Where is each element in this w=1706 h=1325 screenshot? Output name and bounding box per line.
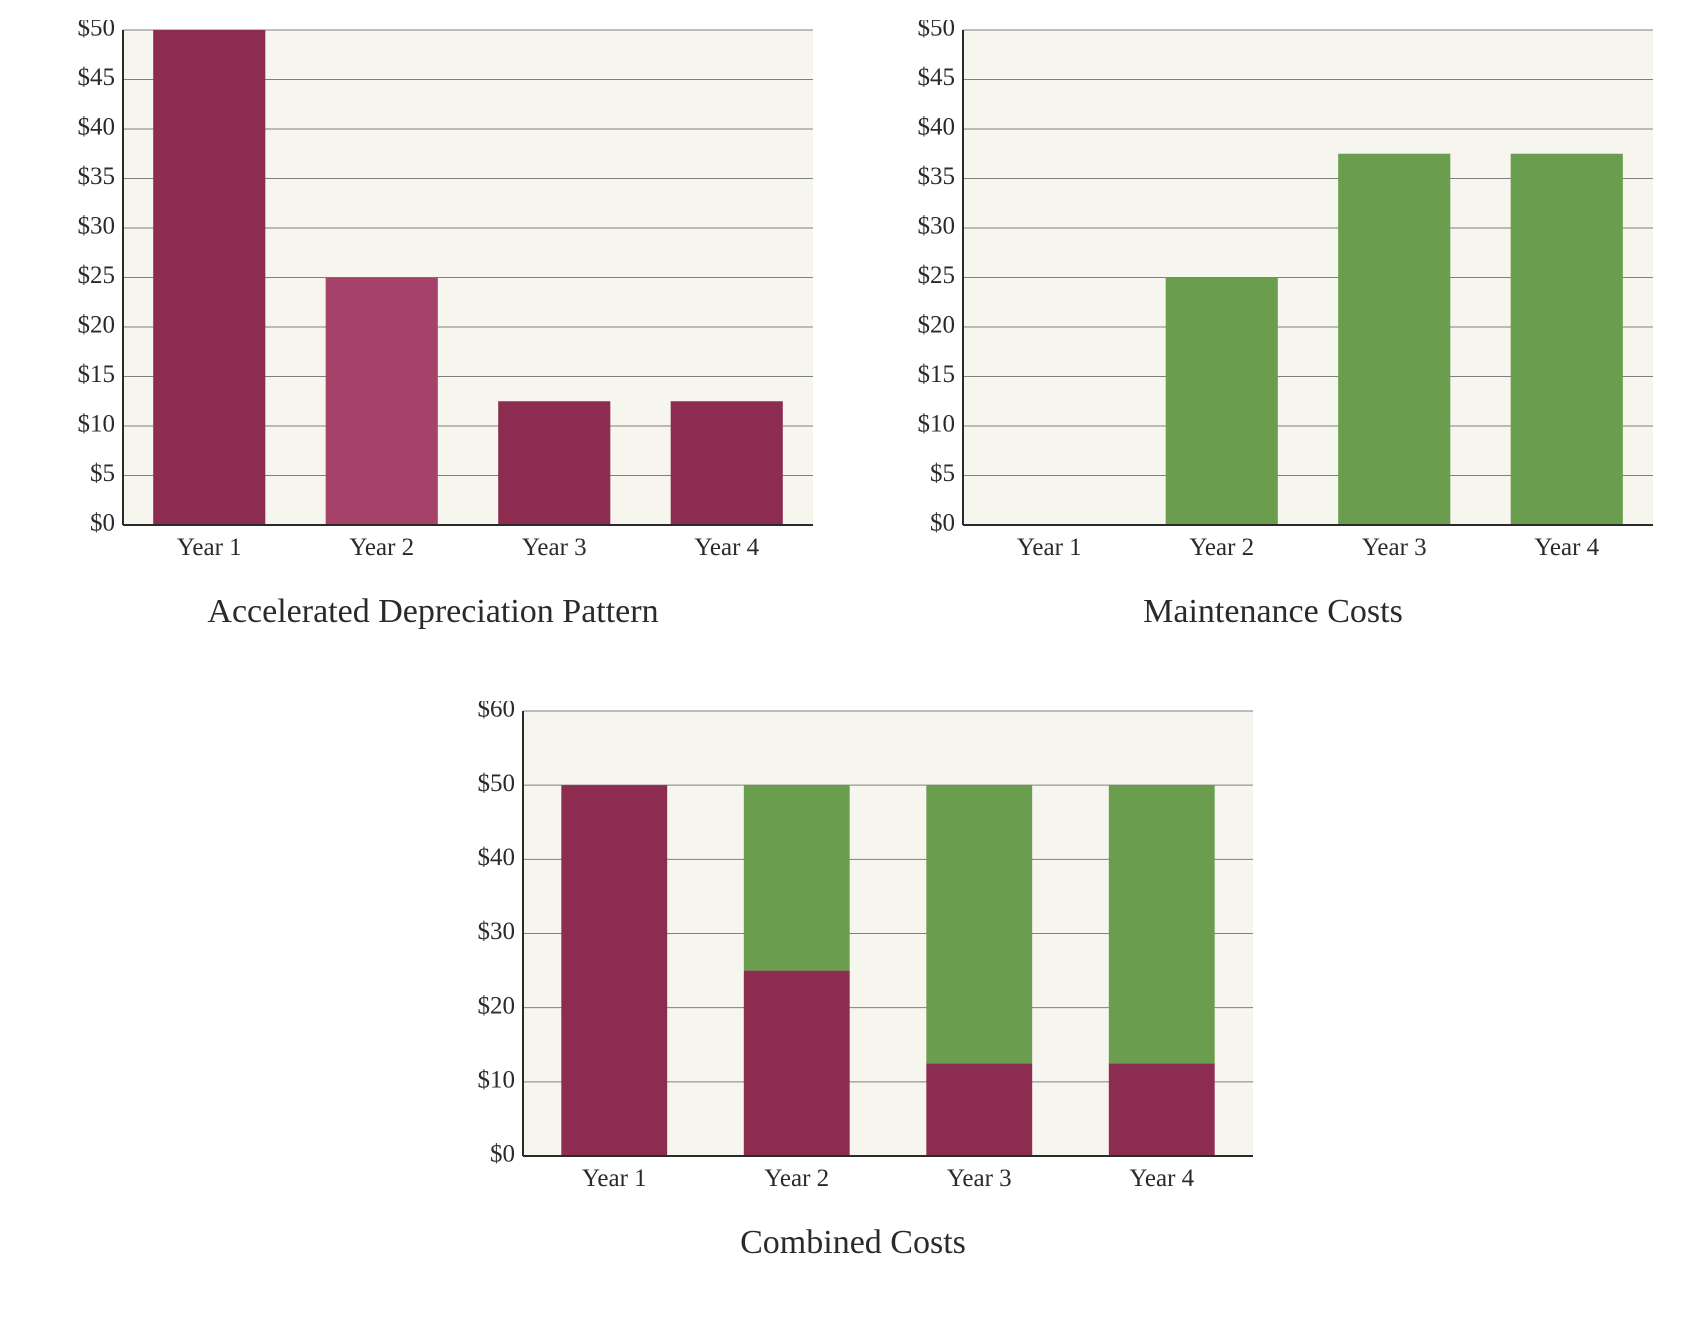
bar	[326, 278, 438, 526]
svg-text:$0: $0	[90, 510, 115, 537]
bar-segment	[926, 785, 1032, 1063]
bar	[1338, 154, 1450, 525]
svg-text:$30: $30	[478, 918, 516, 945]
chart-title-combined: Combined Costs	[740, 1224, 966, 1262]
bar-segment	[1109, 785, 1215, 1063]
bar-segment	[1109, 1063, 1215, 1156]
chart-depreciation: $0 $5 $10 $15 $20 $25 $30 $35 $40 $45 $50 Year 1 Yea…	[43, 20, 823, 631]
svg-text:Year 1: Year 1	[177, 534, 242, 561]
svg-text:$10: $10	[918, 411, 956, 438]
svg-text:$50: $50	[918, 20, 956, 42]
svg-text:$15: $15	[78, 361, 116, 388]
svg-text:$40: $40	[78, 114, 116, 141]
bar-segment	[926, 1063, 1032, 1156]
svg-text:Year 4: Year 4	[1129, 1165, 1194, 1192]
svg-text:$10: $10	[78, 411, 116, 438]
svg-text:$20: $20	[78, 312, 116, 339]
svg-text:$0: $0	[930, 510, 955, 537]
svg-text:$30: $30	[78, 213, 116, 240]
svg-text:$45: $45	[918, 64, 956, 91]
svg-text:$5: $5	[90, 460, 115, 487]
bar-segment	[561, 785, 667, 1156]
svg-text:$30: $30	[918, 213, 956, 240]
chart-maintenance: $0 $5 $10 $15 $20 $25 $30 $35 $40 $45 $50 Year 1 Yea…	[883, 20, 1663, 631]
svg-text:$15: $15	[918, 361, 956, 388]
svg-text:Year 1: Year 1	[1017, 534, 1082, 561]
svg-text:$60: $60	[478, 701, 516, 723]
svg-text:Year 3: Year 3	[1362, 534, 1427, 561]
svg-text:Year 4: Year 4	[1534, 534, 1599, 561]
chart-combined: $0 $10 $20 $30 $40 $50 $60 Year 1 Year 2 Year 3 Ye…	[443, 701, 1263, 1262]
bar	[671, 401, 783, 525]
svg-text:$50: $50	[78, 20, 116, 42]
svg-text:Year 3: Year 3	[947, 1165, 1012, 1192]
svg-text:$50: $50	[478, 770, 516, 797]
bar	[1166, 278, 1278, 526]
bar	[153, 30, 265, 525]
svg-text:$25: $25	[78, 262, 116, 289]
bar	[498, 401, 610, 525]
svg-text:$10: $10	[478, 1067, 516, 1094]
svg-text:Year 3: Year 3	[522, 534, 587, 561]
svg-text:Year 2: Year 2	[349, 534, 414, 561]
svg-text:$45: $45	[78, 64, 116, 91]
svg-text:Year 1: Year 1	[582, 1165, 647, 1192]
bar-segment	[744, 971, 850, 1156]
svg-text:$20: $20	[478, 992, 516, 1019]
svg-text:$40: $40	[478, 844, 516, 871]
svg-text:Year 4: Year 4	[694, 534, 759, 561]
chart-title-depreciation: Accelerated Depreciation Pattern	[207, 593, 658, 631]
svg-text:$0: $0	[490, 1141, 515, 1168]
svg-text:$40: $40	[918, 114, 956, 141]
svg-text:$5: $5	[930, 460, 955, 487]
svg-text:$35: $35	[78, 163, 116, 190]
bar	[1511, 154, 1623, 525]
svg-text:Year 2: Year 2	[764, 1165, 829, 1192]
svg-text:$25: $25	[918, 262, 956, 289]
svg-text:$35: $35	[918, 163, 956, 190]
svg-text:Year 2: Year 2	[1189, 534, 1254, 561]
svg-text:$20: $20	[918, 312, 956, 339]
chart-title-maintenance: Maintenance Costs	[1143, 593, 1403, 631]
bar-segment	[744, 785, 850, 970]
